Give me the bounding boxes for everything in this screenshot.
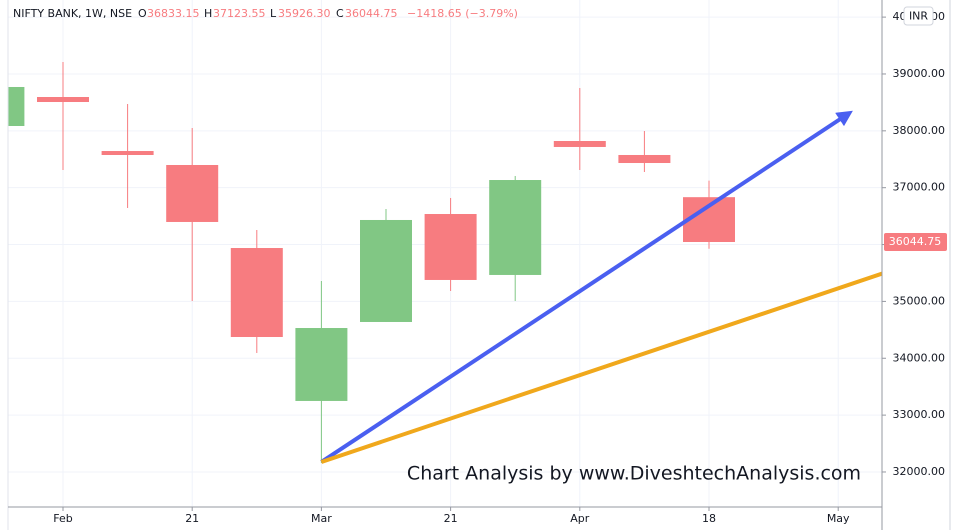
header-text: C [336,7,344,20]
candle-body [618,154,671,164]
header-text: −1418.65 (−3.79%) [407,7,518,20]
header-text: 36044.75 [345,7,398,20]
header: NIFTY BANK, 1W, NSE O 36833.15 H 37123.55 L 3… [13,7,518,20]
candle-body [230,248,283,337]
candle-body [295,328,348,401]
header-text: 36833.15 [147,7,200,20]
currency-badge [903,6,934,26]
y-tick-label: 39000.00 [893,67,946,80]
y-tick-label: 34000.00 [893,351,946,364]
axes: 32000.0033000.0034000.0035000.0036000.00… [53,6,947,525]
x-tick-label: Feb [53,512,72,525]
x-tick-label: May [827,512,850,525]
plot-area [8,61,882,464]
candle-body [166,165,219,222]
candle-body [101,151,154,155]
y-tick-label: 35000.00 [893,294,946,307]
x-tick-label: 18 [702,512,716,525]
last-price-tag [884,233,947,252]
currency-label: INR [909,10,928,23]
header-text: 35926.30 [278,7,331,20]
candle-body [8,86,25,126]
candle-body [424,214,477,280]
y-tick-label: 38000.00 [893,124,946,137]
symbol: NIFTY BANK, 1W, NSE [13,7,132,20]
header-text: 37123.55 [213,7,266,20]
candle-body [37,96,89,103]
trend-arrow [320,110,853,464]
y-tick-label: 32000.00 [893,465,946,478]
last-price-label: 36044.75 [889,235,942,248]
watermark: Chart Analysis by www.DiveshtechAnalysis… [407,463,861,485]
header-text: H [204,7,212,20]
x-tick-label: 21 [444,512,458,525]
x-tick-label: 21 [185,512,199,525]
y-tick-label: 37000.00 [893,181,946,194]
y-tick-label: 33000.00 [893,408,946,421]
candle-body [553,141,606,147]
header-text: L [270,7,277,20]
candle-body [360,219,412,322]
x-tick-label: Mar [311,512,332,525]
trend-arrow [320,271,882,464]
x-tick-label: Apr [570,512,590,525]
header-text: O [138,7,147,20]
candle-body [489,180,542,275]
